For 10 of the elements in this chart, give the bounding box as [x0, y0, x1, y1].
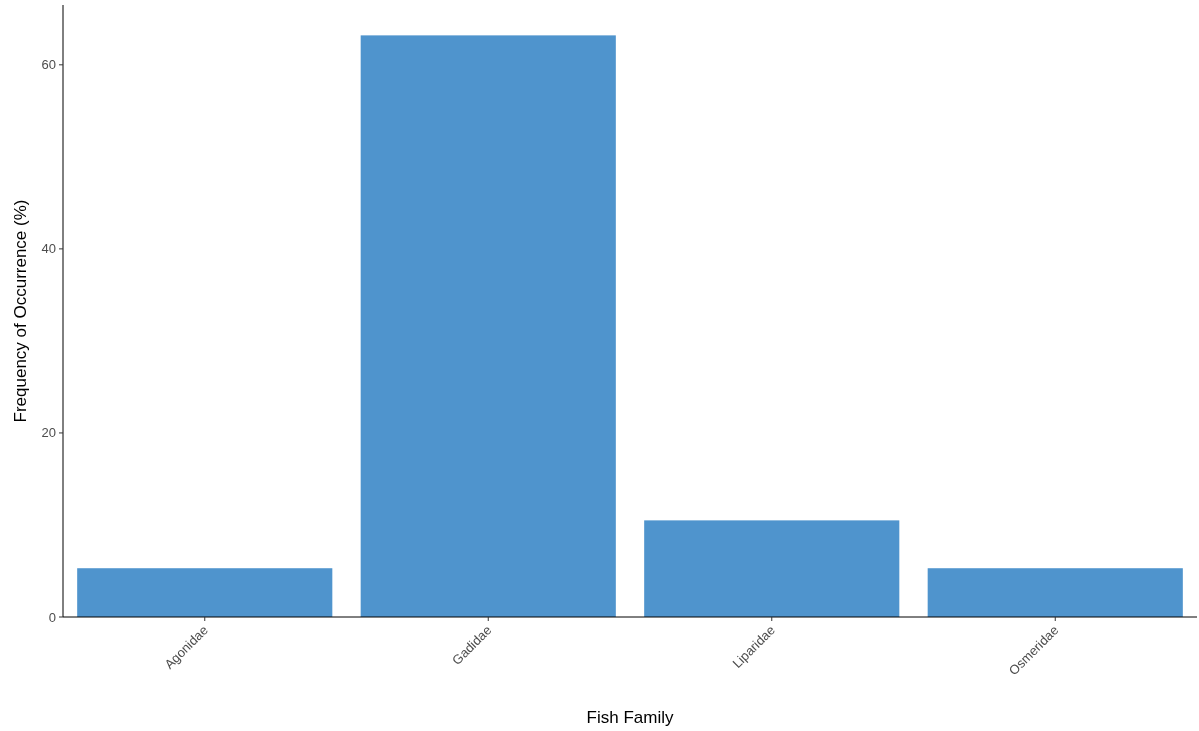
y-axis-title: Frequency of Occurrence (%): [11, 199, 30, 423]
bar: [77, 568, 333, 617]
y-tick-label: 20: [41, 425, 56, 441]
bar: [360, 35, 616, 617]
bar: [927, 568, 1183, 617]
y-tick-label: 40: [41, 241, 56, 257]
y-tick-label: 60: [41, 57, 56, 73]
bar: [644, 520, 900, 617]
y-tick-label: 0: [48, 609, 56, 625]
x-axis-title: Fish Family: [586, 708, 674, 727]
